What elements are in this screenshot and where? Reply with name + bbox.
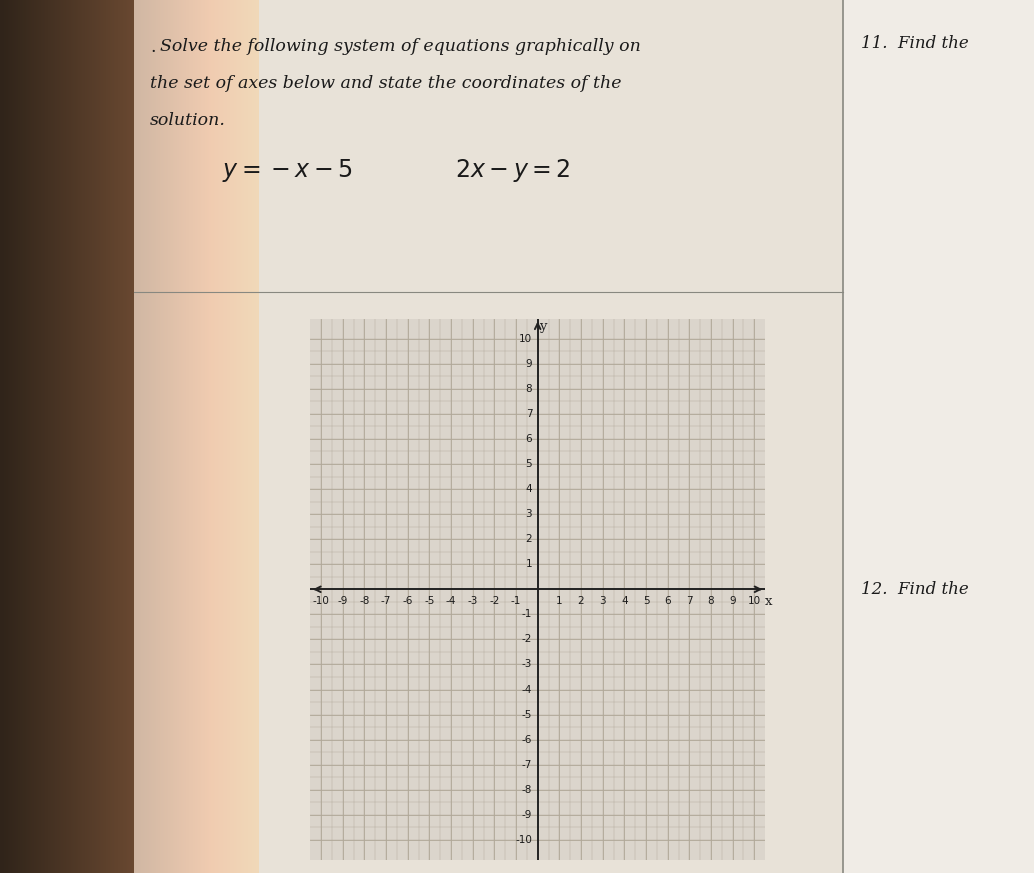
Text: -9: -9 — [337, 596, 347, 606]
Text: 6: 6 — [665, 596, 671, 606]
Text: 10: 10 — [748, 596, 761, 606]
Text: -4: -4 — [522, 684, 533, 695]
Text: 8: 8 — [525, 384, 533, 394]
Text: 3: 3 — [525, 509, 533, 519]
Text: $2x - y = 2$: $2x - y = 2$ — [455, 157, 571, 184]
Text: -1: -1 — [511, 596, 521, 606]
Text: 8: 8 — [707, 596, 714, 606]
Text: .: . — [150, 39, 155, 56]
Text: 2: 2 — [578, 596, 584, 606]
Text: 4: 4 — [621, 596, 628, 606]
Text: -1: -1 — [522, 609, 533, 619]
Text: $y = -x - 5$: $y = -x - 5$ — [222, 157, 353, 184]
Text: 2: 2 — [525, 534, 533, 544]
Text: -5: -5 — [522, 710, 533, 719]
Text: 1: 1 — [525, 560, 533, 569]
Text: 7: 7 — [686, 596, 693, 606]
Text: -3: -3 — [467, 596, 478, 606]
Text: 10: 10 — [519, 333, 533, 344]
Text: -7: -7 — [381, 596, 391, 606]
Text: 5: 5 — [525, 459, 533, 469]
Text: 1: 1 — [556, 596, 562, 606]
Text: x: x — [765, 595, 772, 608]
Text: -3: -3 — [522, 659, 533, 670]
Text: 3: 3 — [600, 596, 606, 606]
Text: 7: 7 — [525, 409, 533, 419]
Text: 11.  Find the: 11. Find the — [861, 35, 969, 52]
Text: -2: -2 — [522, 635, 533, 644]
Text: 4: 4 — [525, 484, 533, 494]
Text: -6: -6 — [522, 734, 533, 745]
Text: solution.: solution. — [150, 112, 225, 128]
Text: 5: 5 — [643, 596, 649, 606]
Text: -5: -5 — [424, 596, 434, 606]
Text: -10: -10 — [312, 596, 330, 606]
Text: -8: -8 — [359, 596, 369, 606]
Text: -6: -6 — [402, 596, 413, 606]
Text: -2: -2 — [489, 596, 499, 606]
Text: y: y — [540, 320, 547, 333]
Text: -7: -7 — [522, 760, 533, 770]
Text: 9: 9 — [729, 596, 736, 606]
Text: 6: 6 — [525, 434, 533, 444]
Text: the set of axes below and state the coordinates of the: the set of axes below and state the coor… — [150, 75, 621, 92]
Text: 9: 9 — [525, 359, 533, 368]
Text: Solve the following system of equations graphically on: Solve the following system of equations … — [160, 38, 641, 54]
Text: -9: -9 — [522, 810, 533, 820]
Text: -10: -10 — [515, 835, 533, 845]
Text: -4: -4 — [446, 596, 456, 606]
Text: 12.  Find the: 12. Find the — [861, 581, 969, 597]
Text: -8: -8 — [522, 785, 533, 794]
